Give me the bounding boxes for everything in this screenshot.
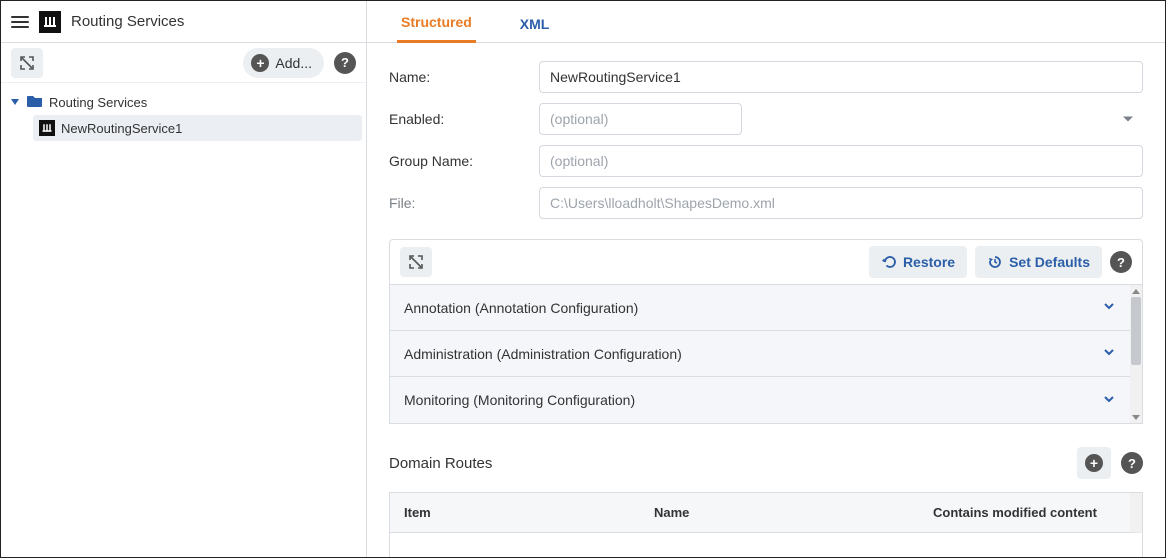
menu-icon[interactable] (11, 13, 29, 31)
sidebar-title: Routing Services (71, 13, 184, 30)
accordion-label: Monitoring (Monitoring Configuration) (404, 392, 635, 408)
scroll-down-icon[interactable] (1131, 412, 1141, 422)
undo-icon (881, 255, 897, 269)
help-icon[interactable]: ? (1121, 452, 1143, 474)
sidebar-toolbar: + Add... ? (1, 43, 366, 83)
help-icon[interactable]: ? (1110, 251, 1132, 273)
accordion-region: Annotation (Annotation Configuration) Ad… (389, 285, 1143, 424)
restore-button[interactable]: Restore (869, 246, 967, 278)
scrollbar[interactable] (1130, 285, 1142, 423)
caret-down-icon[interactable] (11, 99, 19, 105)
tab-xml[interactable]: XML (516, 6, 554, 42)
add-button[interactable]: + Add... (243, 48, 324, 78)
accordion-administration[interactable]: Administration (Administration Configura… (390, 331, 1130, 377)
config-toolbar: Restore Set Defaults ? (389, 239, 1143, 285)
plus-icon: + (1085, 454, 1103, 472)
routing-services-icon (39, 11, 61, 33)
set-defaults-label: Set Defaults (1009, 254, 1090, 270)
add-domain-route-button[interactable]: + (1077, 447, 1111, 479)
restore-label: Restore (903, 254, 955, 270)
table-body-empty (390, 533, 1142, 557)
name-input[interactable] (539, 61, 1143, 93)
accordion-annotation[interactable]: Annotation (Annotation Configuration) (390, 285, 1130, 331)
sidebar: Routing Services + Add... ? Routing Serv… (1, 1, 367, 557)
expand-config-button[interactable] (400, 247, 432, 277)
chevron-down-icon (1102, 299, 1116, 316)
group-name-label: Group Name: (389, 153, 539, 169)
history-icon (987, 254, 1003, 270)
domain-routes-table: Item Name Contains modified content (389, 492, 1143, 557)
chevron-down-icon (1102, 392, 1116, 409)
plus-icon: + (251, 54, 269, 72)
file-input (539, 187, 1143, 219)
help-icon[interactable]: ? (334, 52, 356, 74)
chevron-down-icon (1102, 345, 1116, 362)
col-contains-modified: Contains modified content (900, 505, 1130, 520)
tree: Routing Services NewRoutingService1 (1, 83, 366, 147)
scroll-up-icon[interactable] (1131, 286, 1141, 296)
scroll-thumb[interactable] (1131, 297, 1141, 365)
tree-root[interactable]: Routing Services (5, 89, 362, 115)
enabled-label: Enabled: (389, 111, 539, 127)
set-defaults-button[interactable]: Set Defaults (975, 246, 1102, 278)
accordion-monitoring[interactable]: Monitoring (Monitoring Configuration) (390, 377, 1130, 423)
routing-service-item-icon (39, 120, 55, 136)
content: Name: Enabled: Group Name: File: (367, 43, 1165, 557)
col-name: Name (640, 505, 900, 520)
sidebar-header: Routing Services (1, 1, 366, 43)
folder-icon (27, 94, 43, 111)
table-header: Item Name Contains modified content (390, 493, 1142, 533)
chevron-down-icon (1123, 117, 1133, 122)
col-item: Item (390, 505, 640, 520)
tree-item-label: NewRoutingService1 (61, 121, 182, 136)
accordion-label: Annotation (Annotation Configuration) (404, 300, 638, 316)
group-name-input[interactable] (539, 145, 1143, 177)
tree-root-label: Routing Services (49, 95, 147, 110)
main: Structured XML Name: Enabled: Group Name… (367, 1, 1165, 557)
enabled-select[interactable] (539, 103, 742, 135)
name-label: Name: (389, 69, 539, 85)
accordion-label: Administration (Administration Configura… (404, 346, 682, 362)
domain-routes-header: Domain Routes + ? (389, 440, 1143, 486)
expand-button[interactable] (11, 48, 43, 78)
add-button-label: Add... (275, 55, 312, 71)
tab-bar: Structured XML (367, 1, 1165, 43)
tree-item-newroutingservice1[interactable]: NewRoutingService1 (33, 115, 362, 141)
tab-structured[interactable]: Structured (397, 4, 476, 43)
file-label: File: (389, 195, 539, 211)
domain-routes-title: Domain Routes (389, 455, 492, 472)
